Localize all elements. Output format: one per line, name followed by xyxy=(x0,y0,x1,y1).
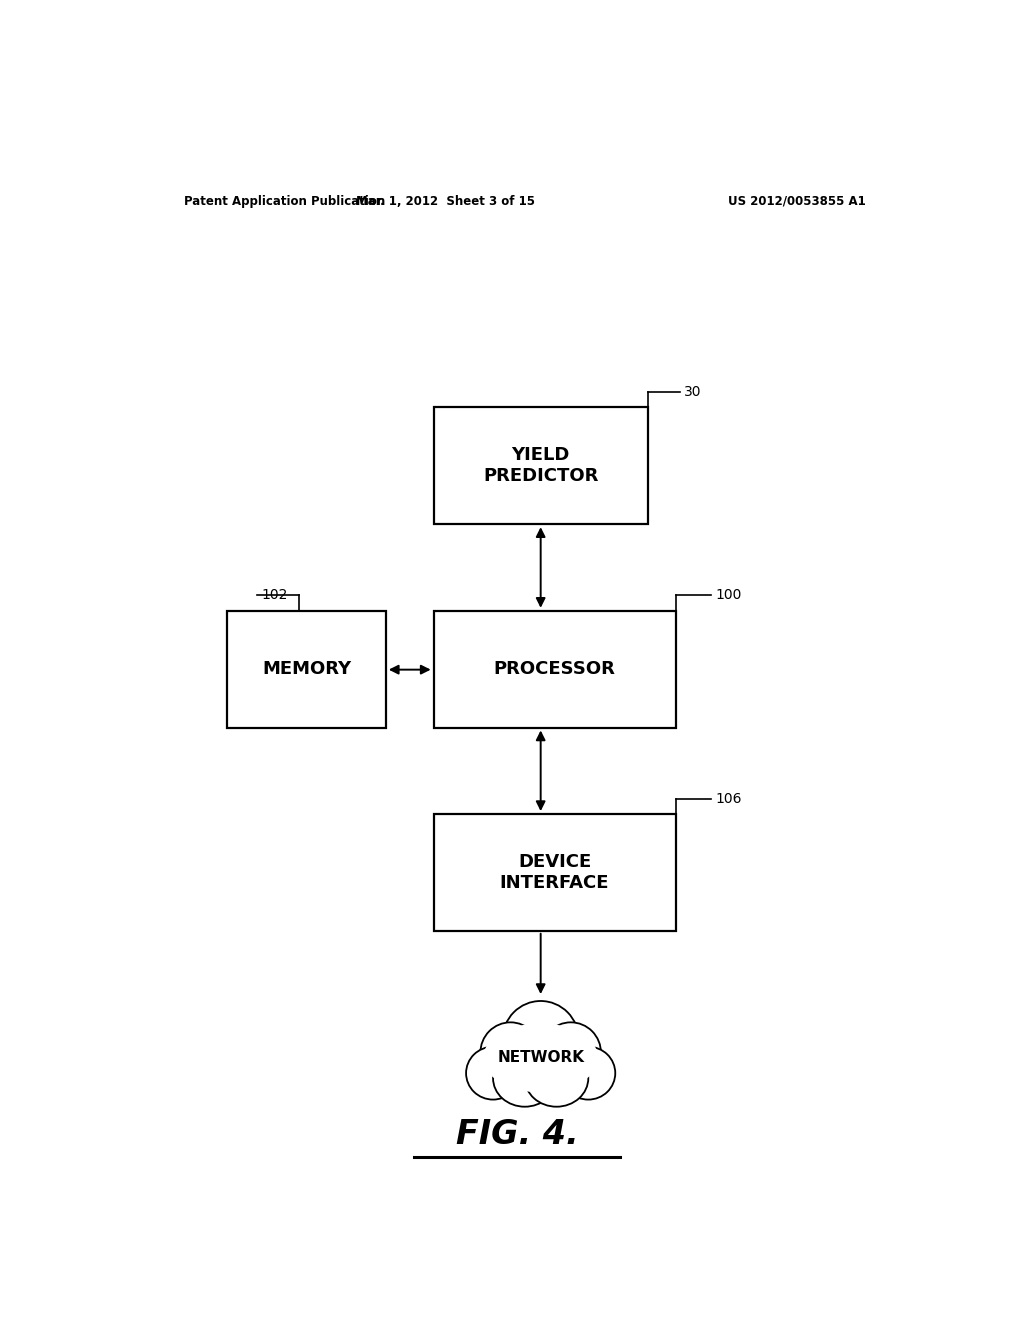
Bar xyxy=(433,611,676,727)
Bar xyxy=(433,408,648,524)
Text: Mar. 1, 2012  Sheet 3 of 15: Mar. 1, 2012 Sheet 3 of 15 xyxy=(356,194,535,207)
Ellipse shape xyxy=(473,1010,608,1106)
Ellipse shape xyxy=(493,1049,557,1106)
Text: NETWORK: NETWORK xyxy=(498,1051,584,1065)
Text: DEVICE
INTERFACE: DEVICE INTERFACE xyxy=(500,853,609,892)
Ellipse shape xyxy=(525,1049,589,1106)
Text: MEMORY: MEMORY xyxy=(262,660,351,678)
Ellipse shape xyxy=(480,1022,541,1084)
Text: 106: 106 xyxy=(715,792,741,805)
Ellipse shape xyxy=(483,1023,598,1093)
Text: FIG. 4.: FIG. 4. xyxy=(456,1118,579,1151)
Ellipse shape xyxy=(541,1022,601,1084)
Text: Patent Application Publication: Patent Application Publication xyxy=(183,194,385,207)
Ellipse shape xyxy=(503,1001,579,1078)
Text: 100: 100 xyxy=(715,589,741,602)
Text: PROCESSOR: PROCESSOR xyxy=(494,660,615,678)
Bar xyxy=(227,611,386,727)
Bar xyxy=(433,814,676,931)
Text: US 2012/0053855 A1: US 2012/0053855 A1 xyxy=(728,194,866,207)
Ellipse shape xyxy=(561,1047,615,1100)
Ellipse shape xyxy=(466,1047,520,1100)
Text: YIELD
PREDICTOR: YIELD PREDICTOR xyxy=(483,446,598,486)
Text: 30: 30 xyxy=(684,385,701,399)
Text: 102: 102 xyxy=(261,589,288,602)
